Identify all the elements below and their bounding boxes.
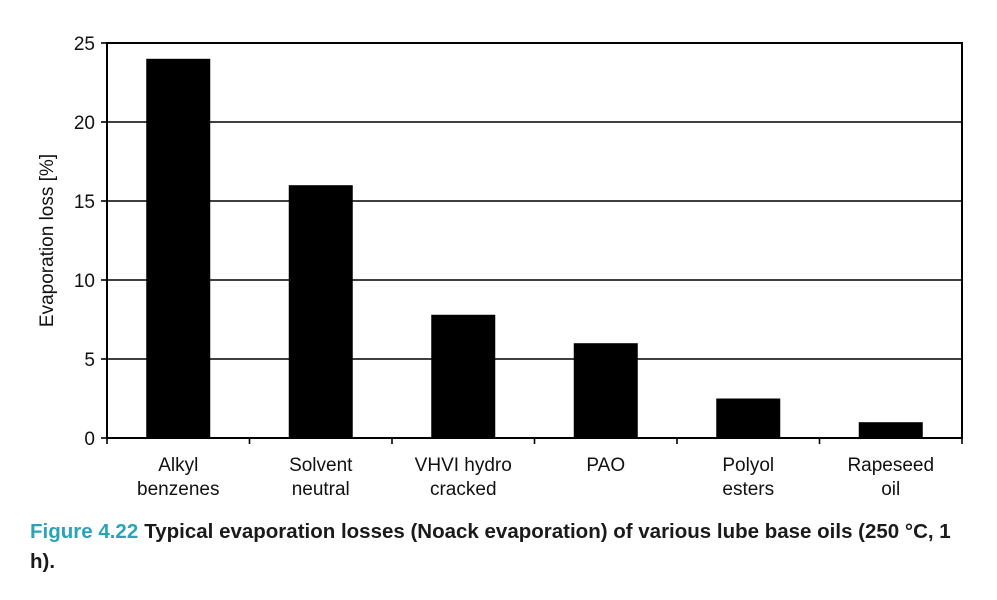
bar (288, 185, 353, 438)
y-tick-label: 25 (74, 34, 95, 55)
bar (573, 343, 638, 438)
caption-text: Typical evaporation losses (Noack evapor… (30, 520, 951, 573)
y-tick-label: 5 (84, 350, 95, 371)
category-label: Solvent neutral (289, 455, 353, 500)
figure-caption: Figure 4.22 Typical evaporation losses (N… (30, 517, 980, 577)
bar (858, 422, 923, 438)
category-label-line: Solvent (289, 455, 353, 476)
category-label-line: oil (881, 479, 900, 500)
category-label-line: Rapeseed (847, 455, 934, 476)
bar (431, 314, 496, 438)
category-label: PAO (586, 455, 625, 476)
y-tick-labels: 0 5 10 15 20 25 (74, 34, 107, 450)
bar-chart: 0 5 10 15 20 25 Alkyl benzenes Solvent neutral VH… (37, 34, 963, 500)
category-label-line: esters (722, 479, 774, 500)
category-label-line: VHVI hydro (415, 455, 512, 476)
bar (716, 398, 781, 438)
category-label: Polyol esters (722, 455, 774, 500)
category-label-line: PAO (586, 455, 625, 476)
category-labels: Alkyl benzenes Solvent neutral VHVI hydro cra… (137, 455, 934, 500)
category-label: Alkyl benzenes (137, 455, 219, 500)
y-tick-label: 15 (74, 192, 95, 213)
bars (146, 58, 923, 439)
category-label-line: neutral (292, 479, 350, 500)
category-label-line: cracked (430, 479, 497, 500)
category-label-line: Polyol (722, 455, 774, 476)
y-tick-label: 0 (84, 429, 95, 450)
category-label-line: benzenes (137, 479, 219, 500)
bar (146, 58, 211, 439)
axes (106, 42, 963, 439)
x-tick-marks (106, 438, 963, 444)
figure-number: Figure 4.22 (30, 520, 139, 543)
category-label: Rapeseed oil (847, 455, 934, 500)
gridlines (107, 121, 962, 360)
y-tick-label: 10 (74, 271, 95, 292)
y-axis-title: Evaporation loss [%] (37, 154, 58, 327)
plot-frame (106, 42, 963, 439)
y-tick-label: 20 (74, 113, 95, 134)
category-label-line: Alkyl (158, 455, 198, 476)
category-label: VHVI hydro cracked (415, 455, 512, 500)
